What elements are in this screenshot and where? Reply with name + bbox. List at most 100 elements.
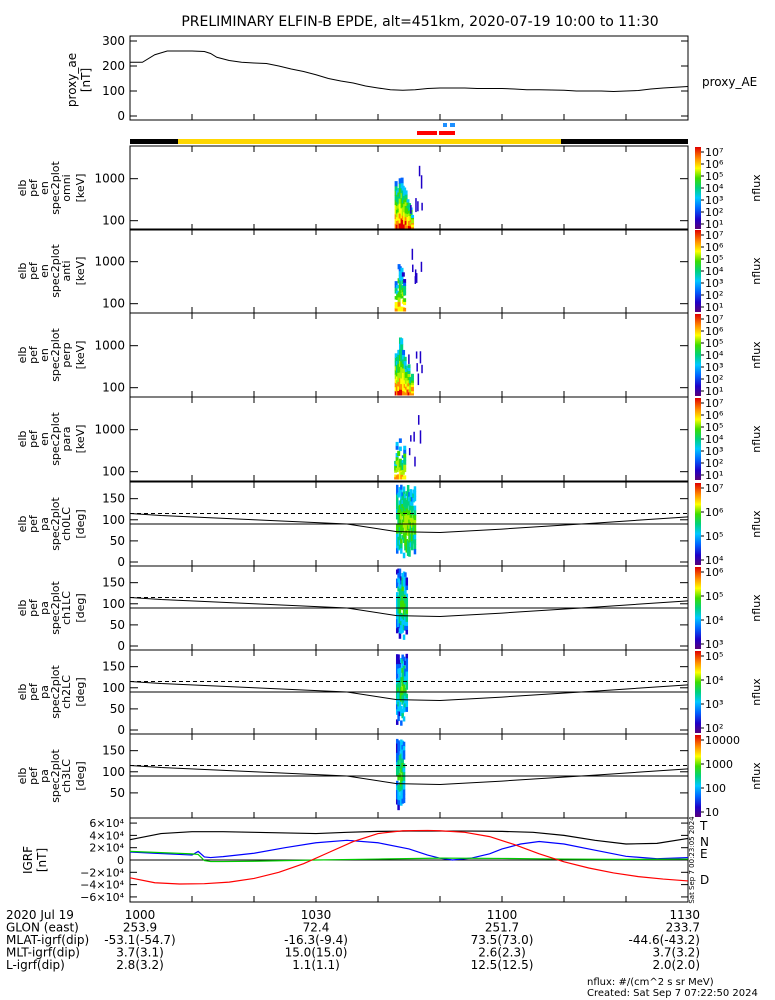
colorbar-tick-label: 10³ <box>705 277 723 290</box>
heatmap-cell <box>397 519 400 525</box>
heatmap-cell <box>410 532 414 538</box>
panel-ylabel: [keV] <box>74 257 87 286</box>
heatmap-cell <box>401 577 404 583</box>
heatmap-cell <box>397 618 400 624</box>
heatmap-cell <box>405 617 409 623</box>
heatmap-cell <box>413 515 417 521</box>
heatmap-cell <box>405 508 409 514</box>
heatmap-cell <box>395 543 399 549</box>
colorbar-tick-label: 10² <box>705 373 723 386</box>
heatmap-cell <box>401 794 404 800</box>
heatmap-cell <box>402 789 406 795</box>
heatmap-cell <box>395 669 399 675</box>
panel-ytick-label: 0 <box>117 639 125 653</box>
heatmap-cell <box>400 543 403 549</box>
heatmap-cell <box>395 216 399 222</box>
heatmap-cell <box>401 582 404 588</box>
heatmap-cell <box>408 218 412 222</box>
heatmap-cell <box>397 701 400 707</box>
heatmap-cell <box>403 360 407 365</box>
heatmap-cell <box>404 389 408 393</box>
heatmap-cell <box>408 492 411 498</box>
heatmap-cell <box>403 460 407 465</box>
heatmap-cell <box>404 545 407 551</box>
colorbar-tick-label: 10⁵ <box>705 421 723 434</box>
heatmap-cell <box>401 762 404 768</box>
heatmap-cell <box>401 758 404 764</box>
panel-ylabel: elb <box>16 347 29 364</box>
heatmap-cell <box>398 608 402 614</box>
heatmap-cell <box>406 520 410 526</box>
heatmap-cell <box>402 702 406 708</box>
heatmap-cell <box>400 285 404 290</box>
heatmap-cell <box>404 519 407 525</box>
heatmap-cell <box>403 456 407 462</box>
panel-ylabel: spec2plot <box>49 497 62 551</box>
panel-ytick-label: 100 <box>102 765 125 779</box>
heatmap-cell <box>398 800 402 806</box>
panel-ytick-label: 100 <box>102 681 125 695</box>
heatmap-cell <box>395 738 399 745</box>
heatmap-cell <box>401 690 404 696</box>
heatmap-cell <box>406 219 410 223</box>
heatmap-cell <box>395 445 399 450</box>
heatmap-cell <box>395 766 399 772</box>
heatmap-cell <box>405 547 409 553</box>
heatmap-cell <box>412 514 415 519</box>
heatmap-cell <box>398 306 402 312</box>
heatmap-cell <box>395 619 399 625</box>
heatmap-cell <box>395 623 399 629</box>
heatmap-cell <box>407 379 411 384</box>
heatmap-cell <box>404 209 408 214</box>
panel-ylabel: perp <box>60 342 73 367</box>
heatmap-cell <box>395 533 399 540</box>
heatmap-cell <box>398 660 402 665</box>
colorbar-tick-label: 10² <box>705 289 723 302</box>
heatmap-cell <box>405 706 409 712</box>
panel-ylabel: spec2plot <box>49 581 62 635</box>
igrf-legend-T: T <box>699 819 708 833</box>
heatmap-cell <box>402 619 406 626</box>
heatmap-cell <box>397 626 400 632</box>
heatmap-cell <box>413 524 417 531</box>
colorbar-tick-label: 10⁵ <box>705 530 723 543</box>
heatmap-cell <box>400 360 404 368</box>
heatmap-cell <box>400 677 403 683</box>
ephemeris-row-label: L-igrf(dip) <box>6 958 65 972</box>
heatmap-cell <box>398 755 402 761</box>
heatmap-cell <box>397 654 400 660</box>
heatmap-cell <box>395 453 399 458</box>
heatmap-cell <box>408 203 412 207</box>
heatmap-cell <box>397 740 400 746</box>
heatmap-cell <box>397 604 400 610</box>
heatmap-cell <box>402 741 406 747</box>
igrf-ytick-label: 0 <box>117 854 124 867</box>
panel-ylabel: pef <box>27 514 40 533</box>
heatmap-cell <box>394 181 398 187</box>
heatmap-cell <box>401 708 404 714</box>
heatmap-cell <box>409 538 413 543</box>
heatmap-cell <box>398 703 402 709</box>
heatmap-cell <box>394 281 398 285</box>
heatmap-cell <box>395 201 399 207</box>
ephemeris-value: 1030 <box>301 908 332 922</box>
heatmap-cell <box>402 610 406 616</box>
panel-ytick-label: 50 <box>110 534 125 548</box>
heatmap-cell <box>401 771 404 777</box>
heatmap-cell <box>397 692 400 698</box>
heatmap-cell <box>402 600 406 606</box>
igrf-ytick-label: −4×10⁴ <box>80 879 124 892</box>
loss-cone-line <box>129 680 689 701</box>
heatmap-cell <box>397 609 400 615</box>
heatmap-cell <box>398 623 402 629</box>
heatmap-cell <box>398 618 402 624</box>
heatmap-cell <box>400 523 403 530</box>
heatmap-cell <box>397 464 401 471</box>
heatmap-cell <box>401 614 404 620</box>
heatmap-cell <box>402 684 406 690</box>
panel-ylabel: [deg] <box>74 593 87 622</box>
colorbar-tick-label: 10⁶ <box>705 506 724 519</box>
heatmap-cell <box>404 680 407 685</box>
ephemeris-value: 251.7 <box>485 921 519 935</box>
